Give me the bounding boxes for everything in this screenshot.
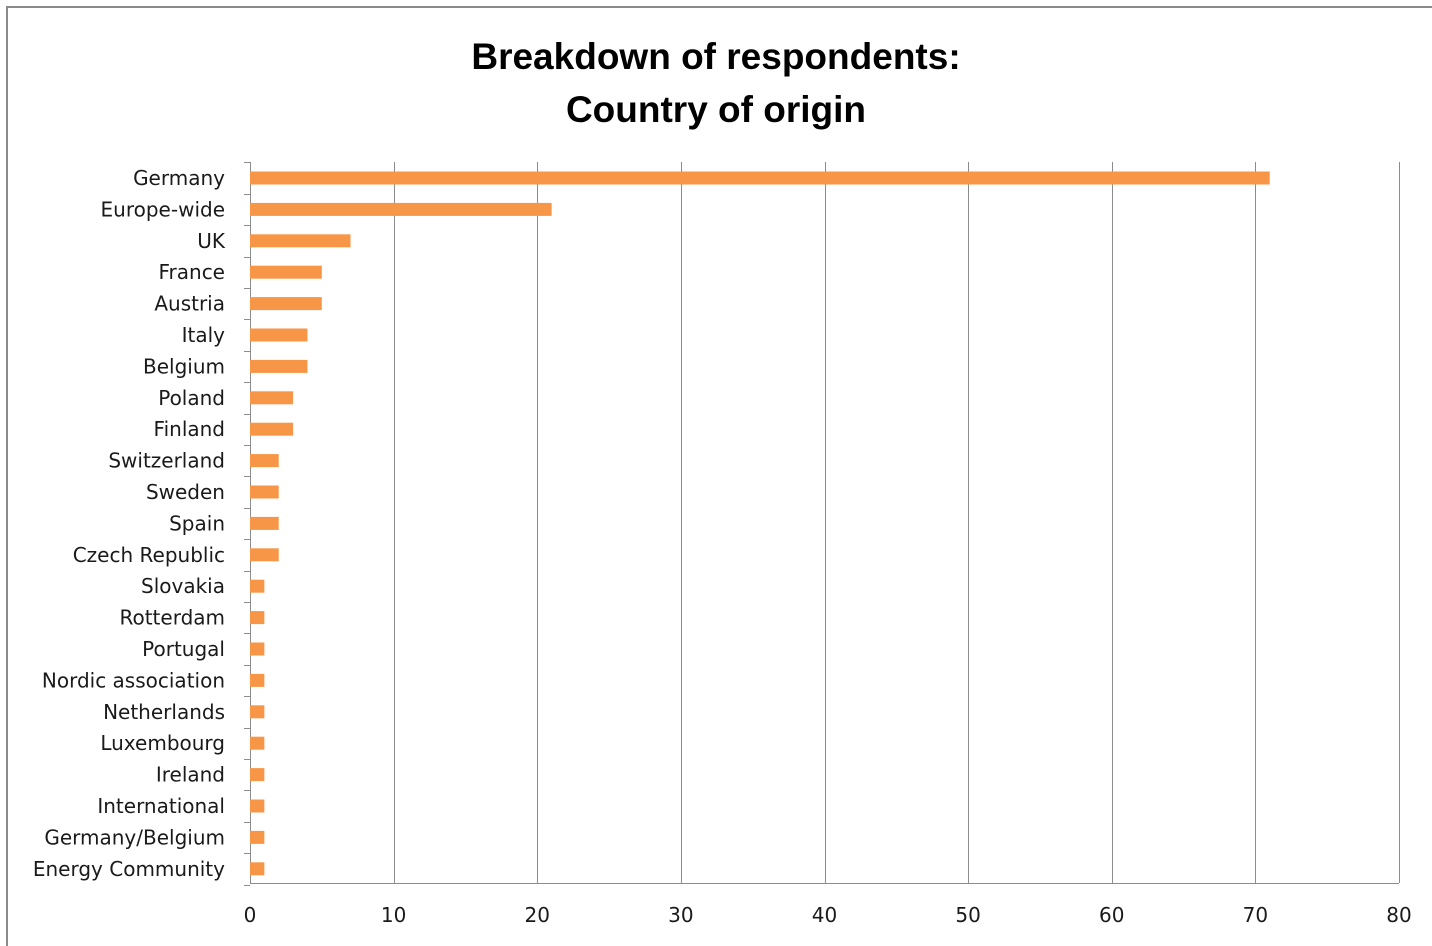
chart-title-line-2: Country of origin <box>565 89 867 130</box>
category-label: Belgium <box>143 354 225 378</box>
bar <box>250 454 279 468</box>
bar <box>250 799 265 813</box>
bar <box>250 328 308 342</box>
bar <box>250 548 279 562</box>
gridlines <box>244 162 1400 886</box>
category-label: Europe-wide <box>101 197 225 221</box>
category-label: Rotterdam <box>119 606 225 630</box>
bar <box>250 391 294 405</box>
category-label: Finland <box>154 417 225 441</box>
category-label: Austria <box>154 292 225 316</box>
category-label: Sweden <box>146 480 225 504</box>
category-label: Luxembourg <box>100 731 225 755</box>
category-labels: Germany Europe-wide UK France Austria Italy Be… <box>33 166 226 881</box>
chart-title: Breakdown of respondents: Country of ori… <box>0 30 1432 136</box>
category-label: Spain <box>169 511 225 535</box>
category-label: Poland <box>158 386 225 410</box>
bar <box>250 359 308 373</box>
bar <box>250 265 322 279</box>
bars <box>250 171 1270 876</box>
bar <box>250 297 322 311</box>
category-label: Nordic association <box>42 668 225 692</box>
category-label: Slovakia <box>141 574 225 598</box>
category-label: UK <box>197 229 226 253</box>
bar <box>250 830 265 844</box>
bar <box>250 642 265 656</box>
bar <box>250 579 265 593</box>
x-tick-label: 20 <box>525 903 550 927</box>
bar <box>250 768 265 782</box>
bar <box>250 736 265 750</box>
bar <box>250 171 1270 185</box>
bar <box>250 422 294 436</box>
bar <box>250 516 279 530</box>
bar <box>250 202 552 216</box>
x-tick-label: 0 <box>244 903 257 927</box>
chart-frame <box>6 6 1432 946</box>
x-tick-label: 60 <box>1099 903 1124 927</box>
x-tick-label: 30 <box>668 903 693 927</box>
bar <box>250 234 351 248</box>
bar <box>250 611 265 625</box>
category-label: International <box>97 794 225 818</box>
category-label: Germany/Belgium <box>44 825 225 849</box>
category-label: Netherlands <box>103 700 225 724</box>
category-label: Czech Republic <box>73 543 225 567</box>
bar <box>250 705 265 719</box>
x-tick-label: 50 <box>955 903 980 927</box>
category-label: Portugal <box>142 637 225 661</box>
x-tick-label: 10 <box>381 903 406 927</box>
category-label: France <box>158 260 225 284</box>
category-label: Switzerland <box>108 449 225 473</box>
x-tick-label: 80 <box>1386 903 1411 927</box>
bar <box>250 485 279 499</box>
category-label: Italy <box>182 323 226 347</box>
category-label: Germany <box>133 166 225 190</box>
category-label: Ireland <box>156 763 225 787</box>
chart-title-line-1: Breakdown of respondents: <box>471 36 961 77</box>
x-tick-label: 70 <box>1243 903 1268 927</box>
x-tick-labels: 0 10 20 30 40 50 60 70 80 <box>244 903 1412 927</box>
category-label: Energy Community <box>33 857 225 881</box>
x-tick-label: 40 <box>812 903 837 927</box>
bar <box>250 673 265 687</box>
bar <box>250 862 265 876</box>
